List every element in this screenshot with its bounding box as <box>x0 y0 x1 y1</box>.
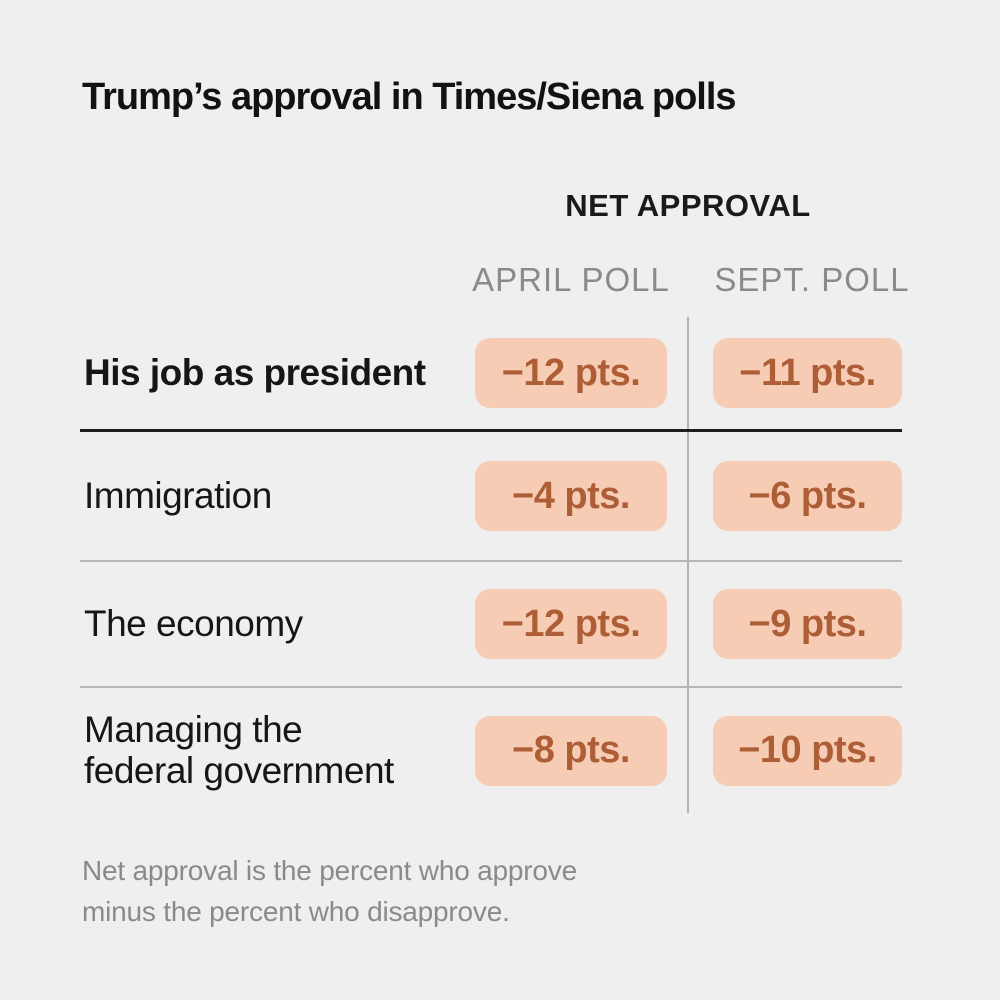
row-label: Managing the federal government <box>84 708 394 791</box>
column-header-sept-poll: SEPT. POLL <box>714 261 910 298</box>
april-value-pill: −12 pts. <box>475 338 667 408</box>
footnote: Net approval is the percent who approve … <box>82 855 577 928</box>
table-row: Immigration −4 pts. −6 pts. <box>80 432 902 562</box>
approval-table: His job as president −12 pts. −11 pts. I… <box>80 317 902 813</box>
sept-value-pill: −10 pts. <box>713 715 902 786</box>
row-label: The economy <box>84 602 303 644</box>
page-title: Trump’s approval in Times/Siena polls <box>82 76 737 118</box>
table-row: Managing the federal government −8 pts. … <box>80 688 902 813</box>
sept-value-pill: −6 pts. <box>713 461 902 531</box>
april-value-pill: −12 pts. <box>475 589 667 659</box>
net-approval-header: NET APPROVAL <box>565 188 811 223</box>
sept-value-pill: −9 pts. <box>713 589 902 659</box>
april-value-pill: −4 pts. <box>475 461 667 531</box>
sept-value-pill: −11 pts. <box>713 338 902 408</box>
column-header-april-poll: APRIL POLL <box>472 261 670 298</box>
row-label: Immigration <box>84 474 272 516</box>
row-label: His job as president <box>84 351 426 393</box>
table-row: His job as president −12 pts. −11 pts. <box>80 317 902 432</box>
april-value-pill: −8 pts. <box>475 715 667 786</box>
column-divider-line <box>687 317 689 813</box>
table-row: The economy −12 pts. −9 pts. <box>80 562 902 688</box>
